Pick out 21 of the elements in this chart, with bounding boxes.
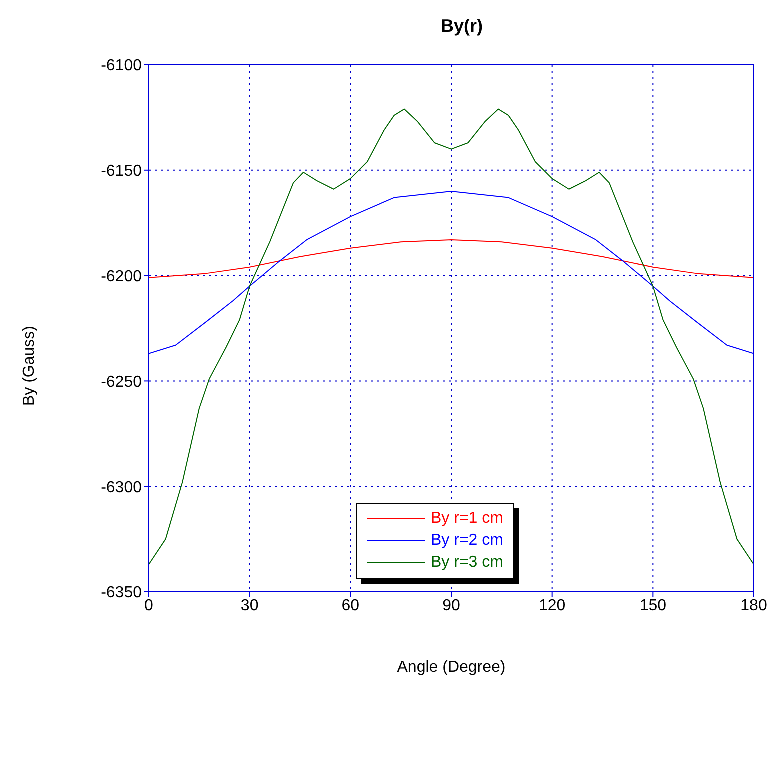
- x-tick-label: 60: [342, 597, 360, 614]
- x-tick-label: 0: [144, 597, 154, 614]
- y-tick-label: -6350: [101, 584, 142, 602]
- y-axis-title: By (Gauss): [21, 326, 39, 406]
- x-axis-title: Angle (Degree): [397, 659, 506, 676]
- x-tick-label: 30: [240, 597, 259, 614]
- legend-label: By r=2 cm: [431, 531, 504, 551]
- y-tick-label: -6150: [101, 163, 142, 180]
- chart-title: By(r): [440, 16, 484, 37]
- y-tick-label: -6200: [101, 268, 142, 286]
- legend-label: By r=3 cm: [431, 553, 504, 573]
- x-tick-label: 90: [442, 597, 460, 614]
- x-tick-label: 180: [740, 597, 768, 614]
- line-series: [149, 190, 754, 354]
- x-tick-label: 120: [538, 597, 566, 614]
- y-tick-label: -6250: [101, 374, 142, 391]
- line-series: [149, 239, 754, 278]
- x-tick-label: 150: [640, 597, 667, 614]
- y-tick-label: -6300: [101, 479, 142, 496]
- legend-label: By r=1 cm: [431, 509, 504, 529]
- y-tick-label: -6100: [101, 58, 142, 75]
